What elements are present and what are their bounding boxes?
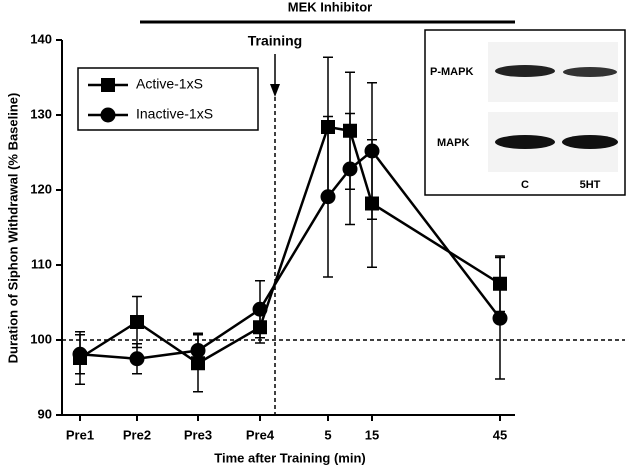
x-tick-label: Pre2 (123, 427, 151, 442)
x-tick-label: Pre4 (246, 427, 275, 442)
series-line (79, 125, 501, 365)
blot-band (495, 65, 555, 77)
inset-row-label: P-MAPK (430, 66, 473, 78)
x-tick-label: Pre3 (184, 427, 212, 442)
y-tick-label: 130 (30, 106, 52, 121)
marker (190, 343, 206, 358)
legend-label: Active-1xS (136, 76, 203, 92)
marker (320, 189, 336, 205)
y-tick-label: 90 (38, 406, 52, 421)
event-label: Training (248, 33, 302, 49)
legend-marker (101, 78, 115, 92)
inset-col-label: 5HT (580, 179, 601, 191)
inset-col-label: C (521, 179, 529, 191)
blot-band (495, 135, 555, 149)
marker (492, 310, 508, 326)
marker (72, 346, 88, 362)
x-axis-label: Time after Training (min) (214, 450, 365, 465)
legend-marker (100, 107, 116, 123)
blot-band (562, 135, 618, 149)
marker (129, 351, 145, 367)
inset: P-MAPK MAPK C 5HT (424, 29, 626, 196)
marker (342, 161, 358, 177)
legend-label: Inactive-1xS (136, 106, 213, 122)
x-tick-label: 5 (324, 427, 331, 442)
marker (252, 301, 268, 317)
event-arrowhead (270, 84, 280, 97)
blot-band (563, 67, 617, 77)
inset-row-label: MAPK (437, 137, 469, 149)
y-tick-label: 100 (30, 331, 52, 346)
y-tick-label: 110 (31, 256, 52, 271)
y-tick-label: 140 (30, 31, 52, 46)
y-tick-label: 120 (30, 181, 52, 196)
marker (130, 315, 144, 329)
y-axis-label: Duration of Siphon Withdrawal (% Baselin… (5, 93, 20, 364)
x-tick-label: 45 (493, 427, 507, 442)
treatment-label: MEK Inhibitor (288, 0, 373, 14)
x-tick-label: 15 (365, 427, 379, 442)
marker (364, 143, 380, 159)
x-tick-label: Pre1 (66, 427, 94, 442)
